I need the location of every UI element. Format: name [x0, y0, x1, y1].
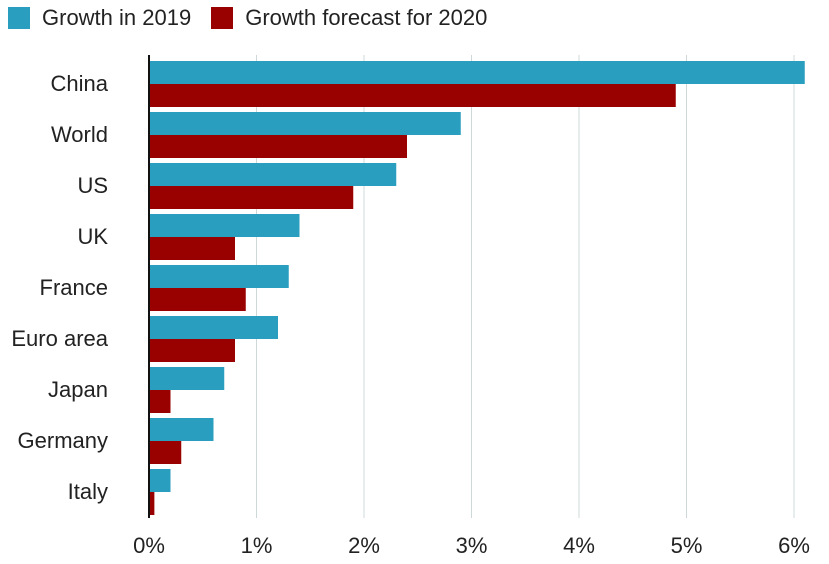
category-label: France: [40, 275, 108, 300]
category-label: UK: [77, 224, 108, 249]
bar-uk-2019: [149, 214, 300, 237]
bar-us-2019: [149, 163, 397, 186]
bar-france-2020: [149, 288, 246, 311]
legend-swatch-2020: [211, 7, 234, 29]
x-tick-label: 2%: [348, 533, 380, 558]
bar-italy-2020: [149, 492, 155, 515]
category-label: Euro area: [11, 326, 108, 351]
category-label: Germany: [18, 428, 108, 453]
bar-france-2019: [149, 265, 289, 288]
bar-germany-2019: [149, 418, 214, 441]
x-tick-label: 5%: [671, 533, 703, 558]
bar-uk-2020: [149, 237, 235, 260]
x-tick-label: 4%: [563, 533, 595, 558]
x-tick-label: 3%: [456, 533, 488, 558]
legend-item-2019: Growth in 2019: [8, 4, 191, 32]
category-label: World: [51, 122, 108, 147]
legend-item-2020: Growth forecast for 2020: [211, 4, 487, 32]
category-label: Japan: [48, 377, 108, 402]
bar-world-2019: [149, 112, 461, 135]
x-tick-label: 6%: [778, 533, 810, 558]
x-tick-label: 1%: [241, 533, 273, 558]
category-label: US: [77, 173, 108, 198]
bar-italy-2019: [149, 469, 171, 492]
bar-euro-area-2020: [149, 339, 235, 362]
category-label: China: [51, 71, 109, 96]
bar-japan-2020: [149, 390, 171, 413]
bar-euro-area-2019: [149, 316, 278, 339]
bar-us-2020: [149, 186, 354, 209]
category-label: Italy: [68, 479, 108, 504]
chart-legend: Growth in 2019 Growth forecast for 2020: [8, 4, 507, 32]
legend-label-2019: Growth in 2019: [42, 5, 192, 30]
bar-china-2020: [149, 84, 676, 107]
x-tick-label: 0%: [133, 533, 165, 558]
legend-label-2020: Growth forecast for 2020: [245, 5, 488, 30]
bar-world-2020: [149, 135, 407, 158]
legend-swatch-2019: [8, 7, 30, 29]
bar-japan-2019: [149, 367, 225, 390]
bar-germany-2020: [149, 441, 182, 464]
bar-china-2019: [149, 61, 805, 84]
